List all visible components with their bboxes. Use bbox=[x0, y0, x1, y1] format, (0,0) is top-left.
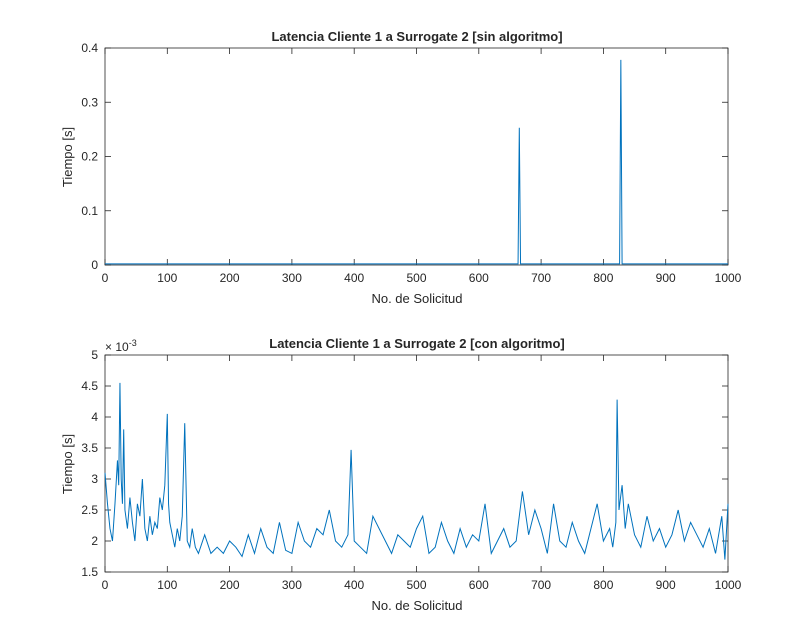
top-x-tick-label: 100 bbox=[157, 271, 177, 285]
bottom-x-ticks: 0 100 200 300 400 500 600 700 800 900 1000 bbox=[102, 355, 742, 592]
bottom-y-tick-label: 3 bbox=[91, 472, 98, 486]
top-x-tick-label: 0 bbox=[102, 271, 109, 285]
bottom-series-line bbox=[104, 382, 729, 560]
bottom-plot-area bbox=[104, 354, 729, 573]
top-x-tick-label: 200 bbox=[220, 271, 240, 285]
top-x-tick-label: 600 bbox=[469, 271, 489, 285]
top-x-tick-label: 800 bbox=[593, 271, 613, 285]
bottom-x-tick-label: 400 bbox=[344, 578, 364, 592]
top-plot-area bbox=[104, 47, 729, 266]
bottom-x-tick-label: 600 bbox=[469, 578, 489, 592]
top-y-axis-label: Tiempo [s] bbox=[60, 127, 75, 187]
bottom-y-ticks: 1.5 2 2.5 3 3.5 4 4.5 5 bbox=[81, 348, 728, 579]
bottom-chart-title: Latencia Cliente 1 a Surrogate 2 [con al… bbox=[269, 336, 564, 351]
top-y-tick-label: 0.2 bbox=[81, 150, 98, 164]
bottom-y-exponent: × 10-3 bbox=[105, 338, 137, 354]
top-subplot: 0 100 200 300 400 500 600 700 800 900 1000 0 0.1 0.2… bbox=[60, 29, 742, 306]
top-x-tick-label: 400 bbox=[344, 271, 364, 285]
top-y-tick-label: 0.1 bbox=[81, 204, 98, 218]
bottom-x-tick-label: 0 bbox=[102, 578, 109, 592]
top-series-line bbox=[105, 59, 728, 265]
bottom-y-tick-label: 1.5 bbox=[81, 565, 98, 579]
top-y-tick-label: 0 bbox=[91, 258, 98, 272]
bottom-x-tick-label: 900 bbox=[656, 578, 676, 592]
top-x-tick-label: 900 bbox=[656, 271, 676, 285]
bottom-x-tick-label: 1000 bbox=[715, 578, 742, 592]
top-y-ticks: 0 0.1 0.2 0.3 0.4 bbox=[81, 41, 728, 272]
bottom-y-tick-label: 4.5 bbox=[81, 379, 98, 393]
top-x-tick-label: 700 bbox=[531, 271, 551, 285]
bottom-y-multiplier: × 10 bbox=[105, 340, 129, 354]
bottom-y-axis-label: Tiempo [s] bbox=[60, 434, 75, 494]
bottom-x-tick-label: 300 bbox=[282, 578, 302, 592]
top-y-tick-label: 0.4 bbox=[81, 41, 98, 55]
bottom-x-tick-label: 200 bbox=[220, 578, 240, 592]
top-x-axis-label: No. de Solicitud bbox=[371, 291, 462, 306]
bottom-y-tick-label: 2 bbox=[91, 534, 98, 548]
top-chart-title: Latencia Cliente 1 a Surrogate 2 [sin al… bbox=[271, 29, 562, 44]
bottom-x-tick-label: 500 bbox=[406, 578, 426, 592]
bottom-subplot: 0 100 200 300 400 500 600 700 800 900 1000 1.5 2 2.5… bbox=[60, 336, 742, 613]
top-x-tick-label: 500 bbox=[406, 271, 426, 285]
bottom-y-tick-label: 2.5 bbox=[81, 503, 98, 517]
bottom-y-tick-label: 4 bbox=[91, 410, 98, 424]
bottom-x-tick-label: 700 bbox=[531, 578, 551, 592]
bottom-y-tick-label: 5 bbox=[91, 348, 98, 362]
bottom-x-axis-label: No. de Solicitud bbox=[371, 598, 462, 613]
top-x-tick-label: 1000 bbox=[715, 271, 742, 285]
bottom-x-tick-label: 100 bbox=[157, 578, 177, 592]
top-x-ticks: 0 100 200 300 400 500 600 700 800 900 1000 bbox=[102, 48, 742, 285]
bottom-y-tick-label: 3.5 bbox=[81, 441, 98, 455]
top-y-tick-label: 0.3 bbox=[81, 95, 98, 109]
bottom-x-tick-label: 800 bbox=[593, 578, 613, 592]
top-x-tick-label: 300 bbox=[282, 271, 302, 285]
bottom-y-exponent-value: -3 bbox=[129, 338, 137, 348]
